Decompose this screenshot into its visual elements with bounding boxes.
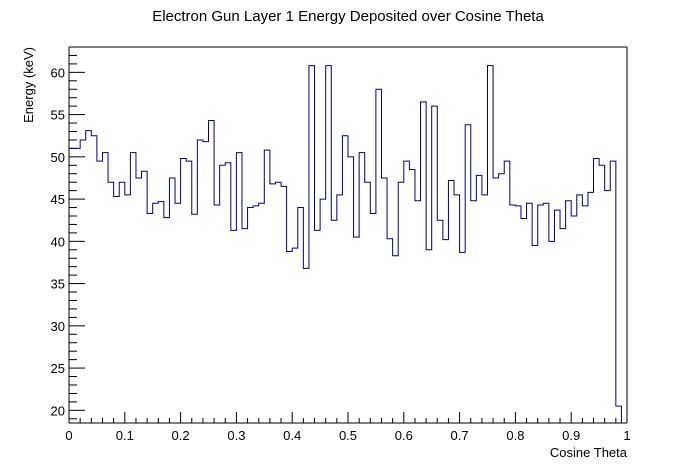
histogram-series-line — [69, 65, 622, 423]
x-tick-label: 0.7 — [451, 428, 469, 443]
x-tick-label: 0 — [65, 428, 72, 443]
x-tick-label: 0.8 — [506, 428, 524, 443]
y-tick-label: 40 — [51, 234, 65, 249]
y-tick-label: 55 — [51, 108, 65, 123]
plot-area — [68, 46, 628, 424]
x-tick-label: 0.4 — [283, 428, 301, 443]
y-tick-label: 35 — [51, 277, 65, 292]
x-axis-ticks: 0 0.1 0.2 0.3 0.4 0.5 0.6 0.7 0.8 0.9 1 — [65, 412, 631, 443]
y-tick-label: 20 — [51, 403, 65, 418]
x-tick-label: 0.5 — [339, 428, 357, 443]
y-axis-ticks: 20 25 30 35 40 45 50 55 60 — [51, 54, 85, 420]
series-layer — [69, 65, 622, 423]
chart-title: Electron Gun Layer 1 Energy Deposited ov… — [152, 8, 544, 25]
x-tick-label: 0.9 — [562, 428, 580, 443]
x-axis-title: Cosine Theta — [550, 445, 628, 460]
y-tick-label: 30 — [51, 319, 65, 334]
x-tick-label: 0.1 — [116, 428, 134, 443]
y-axis-title: Energy (keV) — [21, 47, 36, 123]
y-tick-label: 50 — [51, 150, 65, 165]
x-tick-label: 0.6 — [395, 428, 413, 443]
y-tick-label: 60 — [51, 65, 65, 80]
x-tick-label: 0.2 — [172, 428, 190, 443]
x-tick-label: 1 — [623, 428, 630, 443]
x-tick-label: 0.3 — [227, 428, 245, 443]
y-tick-label: 45 — [51, 192, 65, 207]
y-tick-label: 25 — [51, 361, 65, 376]
